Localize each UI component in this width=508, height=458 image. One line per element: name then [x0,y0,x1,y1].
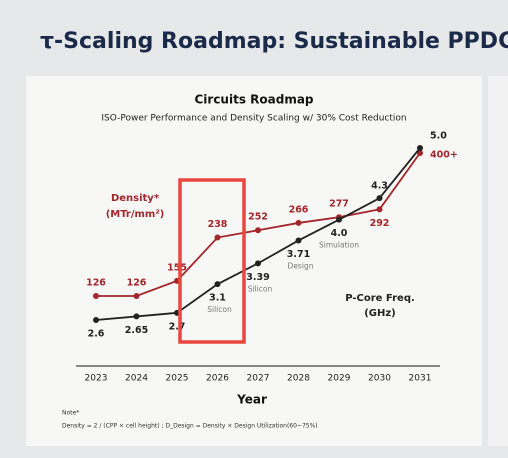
plot: 2023 2024 2025 2026 2027 2028 2029 2030 2031 126 1… [85,131,458,384]
x-tick-label: 2023 [85,374,108,384]
point-note: Design [288,261,314,270]
data-label: 3.1 [209,293,226,304]
data-label: 2.65 [125,325,148,336]
note-formula: Density = 2 / (CPP × cell height) ; D_De… [62,423,318,430]
data-label: 238 [208,219,228,230]
data-label: 266 [289,204,309,215]
data-point [93,317,99,323]
point-note: Simulation [319,241,359,250]
data-label: 3.71 [287,249,310,260]
data-label: 155 [167,262,187,273]
chart-subtitle: ISO-Power Performance and Density Scalin… [101,114,406,124]
note-heading: Note* [62,410,79,417]
point-note: Silicon [207,305,232,314]
data-label: 4.3 [371,181,388,192]
x-tick-label: 2030 [368,374,391,384]
x-tick-label: 2024 [125,374,148,384]
density-legend: Density* [111,193,160,204]
slide-title: τ-Scaling Roadmap: Sustainable PPDC [40,29,508,54]
chart-title: Circuits Roadmap [194,93,313,107]
freq-unit: (GHz) [364,308,396,319]
data-point [336,216,342,223]
data-point [214,234,221,241]
data-point [417,145,423,151]
data-label: 126 [127,278,147,289]
x-tick-label: 2026 [206,374,229,384]
data-label: 2.6 [88,329,105,340]
data-point [93,293,99,299]
data-label: 126 [86,278,106,289]
data-label: 400+ [430,150,458,161]
next-panel [488,76,508,446]
data-label: 252 [248,212,268,223]
data-label: 4.0 [331,228,348,239]
x-axis-title: Year [236,393,267,407]
data-label: 277 [329,199,349,210]
x-tick-label: 2025 [166,374,189,384]
x-tick-label: 2029 [328,374,351,384]
x-tick-label: 2031 [409,374,432,384]
data-point [295,219,302,226]
data-point [133,293,140,299]
data-point [417,150,423,156]
data-label: 2.7 [169,321,186,332]
data-point [295,237,302,244]
x-tick-label: 2028 [287,374,310,384]
data-point [214,281,221,288]
data-label: 292 [370,218,390,229]
freq-legend: P-Core Freq. [345,293,415,304]
data-point [376,195,383,202]
data-point [376,206,383,213]
chart-panel [26,76,482,446]
x-tick-label: 2027 [247,374,270,384]
data-label: 3.39 [246,272,269,283]
highlight-box [178,178,246,344]
density-unit: (MTr/mm²) [106,209,165,220]
data-point [133,313,140,320]
point-note: Silicon [248,284,273,293]
data-point [255,227,261,234]
data-label: 5.0 [430,131,447,142]
data-point [255,260,261,267]
